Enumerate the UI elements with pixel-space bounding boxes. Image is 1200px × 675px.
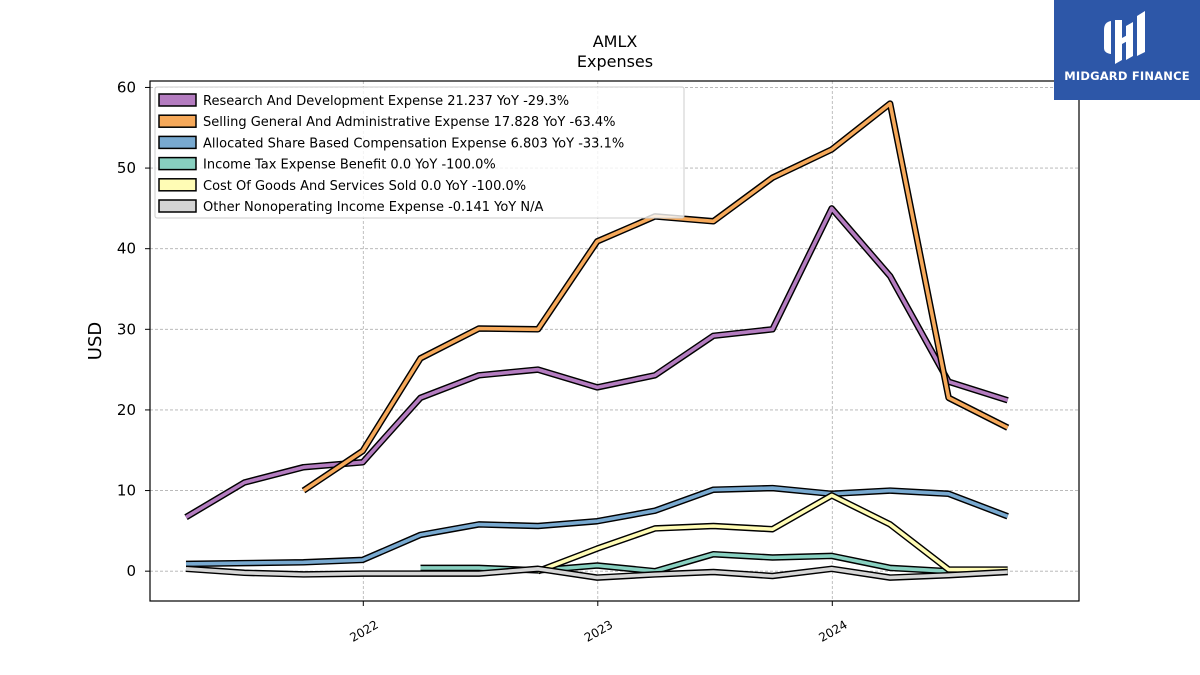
- legend-swatch: [158, 135, 197, 150]
- legend-label: Selling General And Administrative Expen…: [203, 115, 616, 130]
- series-5: [536, 492, 1008, 575]
- legend-swatch: [158, 114, 197, 128]
- legend-swatch: [158, 93, 197, 107]
- plot-area-frame: [149, 80, 1080, 602]
- y-tick-label: 50: [117, 159, 136, 177]
- x-tick-label: 2024: [816, 617, 849, 644]
- y-tick-label: 0: [126, 562, 136, 580]
- logo-text: MIDGARD FINANCE: [1064, 69, 1190, 83]
- series-line: [185, 566, 1008, 580]
- series-line: [185, 206, 1009, 519]
- x-tick-label: 2022: [347, 617, 380, 644]
- series-line-outline: [185, 484, 1009, 568]
- legend: Research And Development Expense 21.237 …: [154, 86, 685, 219]
- legend-label: Research And Development Expense 21.237 …: [203, 94, 569, 109]
- legend-label: Cost Of Goods And Services Sold 0.0 YoY …: [203, 179, 526, 194]
- legend-swatch: [158, 156, 197, 171]
- legend-swatch: [158, 178, 197, 192]
- legend-label: Allocated Share Based Compensation Expen…: [203, 136, 624, 151]
- series-line: [185, 486, 1009, 566]
- y-tick-label: 60: [117, 78, 136, 96]
- midgard-m-logo-icon: [1104, 11, 1145, 64]
- legend-label: Other Nonoperating Income Expense -0.141…: [203, 200, 543, 215]
- midgard-finance-logo: MIDGARD FINANCE: [1054, 0, 1200, 100]
- y-tick-label: 40: [117, 240, 136, 258]
- series-6: [185, 565, 1008, 581]
- y-axis-label: USD: [85, 322, 106, 360]
- legend-swatch: [158, 199, 197, 213]
- series-line: [537, 493, 1008, 573]
- chart-subtitle: Expenses: [577, 52, 653, 71]
- y-axis-ticks: 0 10 20 30 40 50 60: [117, 78, 150, 580]
- series-3: [185, 484, 1009, 568]
- y-tick-label: 10: [117, 482, 136, 500]
- legend-box: [154, 86, 685, 219]
- y-tick-label: 30: [117, 320, 136, 338]
- chart-title: AMLX: [593, 32, 638, 51]
- x-axis-ticks: 2022 2023 2024: [347, 601, 850, 645]
- series-line-outline: [184, 205, 1009, 520]
- y-tick-label: 20: [117, 401, 136, 419]
- legend-label: Income Tax Expense Benefit 0.0 YoY -100.…: [203, 158, 496, 173]
- series-1: [184, 205, 1009, 520]
- x-tick-label: 2023: [582, 617, 615, 644]
